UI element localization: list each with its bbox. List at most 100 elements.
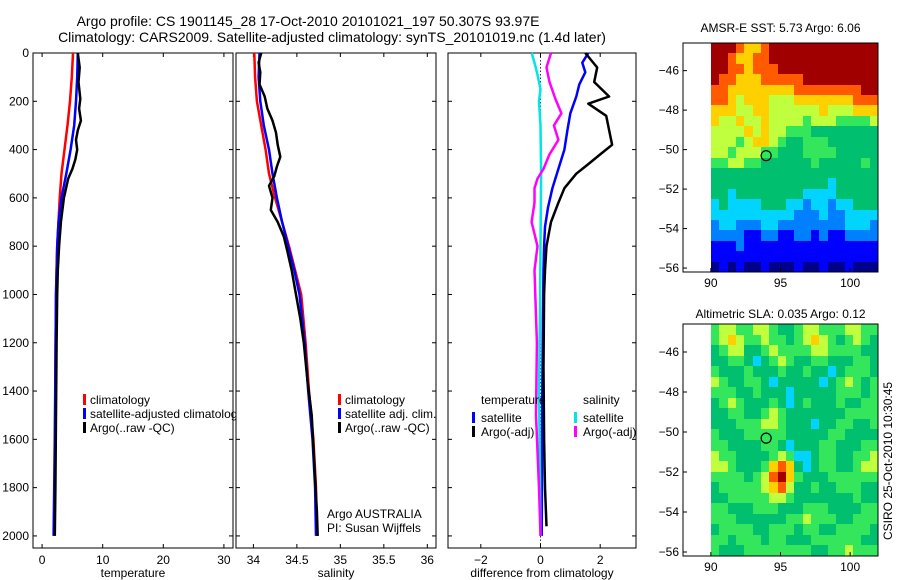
sla-heatmap-cell (861, 471, 870, 483)
sst-heatmap-cell (735, 219, 745, 231)
sla-heatmap-cell (760, 345, 770, 356)
sla-heatmap-cell (802, 366, 812, 377)
sla-heatmap-cell (769, 450, 778, 462)
sla-heatmap-cell (844, 524, 853, 535)
salinity-legend-swatch (338, 408, 341, 419)
salinity-xtick-label: 35.5 (372, 553, 396, 567)
sla-heatmap-cell (811, 366, 820, 377)
sla-heatmap-cell (861, 513, 870, 525)
sst-heatmap-cell (869, 188, 878, 200)
sst-heatmap-cell (861, 261, 870, 272)
sst-heatmap-cell (760, 240, 770, 252)
temperature-legend-label: Argo(..raw -QC) (90, 421, 175, 435)
sst-heatmap-cell (827, 188, 837, 200)
sst-heatmap-cell (819, 53, 828, 64)
sst-heatmap-cell (794, 157, 803, 168)
sst-heatmap-cell (777, 261, 787, 272)
sla-heatmap-cell (844, 471, 853, 483)
sla-heatmap-cell (752, 492, 761, 504)
sla-heatmap-cell (861, 545, 870, 556)
sst-heatmap-cell (836, 157, 845, 168)
sst-heatmap-cell (786, 167, 795, 179)
sla-heatmap-cell (802, 440, 812, 451)
difference-series-salinity-argo-adj- (530, 52, 563, 536)
sst-heatmap-cell (794, 43, 803, 54)
sla-heatmap-cell (794, 355, 803, 367)
sst-heatmap-cell (802, 251, 812, 262)
sla-heatmap-cell (735, 524, 745, 535)
sst-heatmap-cell (769, 251, 778, 262)
sst-heatmap-cell (869, 178, 878, 189)
sst-heatmap-cell (744, 251, 753, 262)
sst-heatmap-cell (852, 63, 862, 75)
sla-heatmap-cell (744, 355, 753, 367)
sla-heatmap-cell (735, 345, 745, 356)
sla-heatmap-cell (710, 366, 720, 377)
sla-lat-label: −56 (659, 545, 680, 559)
sst-heatmap-cell (869, 199, 878, 210)
sla-heatmap-cell (744, 366, 753, 377)
sla-heatmap-cell (786, 324, 795, 335)
sst-heatmap-cell (802, 178, 812, 189)
sst-heatmap-cell (802, 240, 812, 252)
sst-heatmap-cell (760, 251, 770, 262)
sst-heatmap-cell (836, 74, 845, 85)
sla-heatmap-cell (844, 376, 853, 388)
sla-heatmap-cell (769, 503, 778, 514)
sla-heatmap-cell (769, 513, 778, 525)
difference-legend-swatch (574, 412, 577, 423)
sst-heatmap-cell (786, 240, 795, 252)
sla-heatmap-cell (852, 324, 862, 335)
sla-heatmap-cell (786, 376, 795, 388)
sst-heatmap-cell (752, 230, 761, 241)
sla-heatmap-cell (760, 355, 770, 367)
sla-heatmap-cell (769, 334, 778, 346)
sla-heatmap-cell (852, 492, 862, 504)
sst-heatmap-cell (719, 251, 728, 262)
sla-heatmap-cell (710, 482, 720, 493)
sla-heatmap-cell (869, 503, 878, 514)
sst-heatmap-cell (836, 209, 845, 220)
sla-heatmap-cell (744, 534, 753, 546)
figure-title-line1: Argo profile: CS 1901145_28 17-Oct-2010 … (77, 13, 540, 29)
sla-heatmap-cell (719, 366, 728, 377)
sst-lon-label: 95 (774, 276, 788, 290)
sst-heatmap-cell (786, 63, 795, 75)
sla-lat-label: −54 (659, 505, 680, 519)
sla-heatmap-cell (844, 440, 853, 451)
sst-heatmap-cell (735, 251, 745, 262)
sla-heatmap-cell (819, 387, 828, 398)
sst-heatmap-cell (827, 136, 837, 148)
sla-heatmap-cell (760, 492, 770, 504)
sst-heatmap-cell (827, 105, 837, 116)
sst-heatmap-cell (819, 261, 828, 272)
sst-heatmap-cell (777, 178, 787, 189)
sla-heatmap-cell (852, 355, 862, 367)
sst-heatmap-cell (836, 188, 845, 200)
sla-heatmap-cell (844, 366, 853, 377)
sla-heatmap-cell (777, 429, 787, 440)
sst-heatmap-cell (827, 74, 837, 85)
sla-heatmap-cell (869, 492, 878, 504)
sla-heatmap-cell (777, 324, 787, 335)
sst-heatmap-cell (827, 209, 837, 220)
sla-heatmap-cell (744, 513, 753, 525)
sst-heatmap-cell (819, 157, 828, 168)
temperature-legend-swatch (83, 408, 86, 419)
sst-lat-label: −52 (659, 182, 680, 196)
sla-heatmap-cell (719, 334, 728, 346)
sla-heatmap-cell (836, 408, 845, 419)
sst-heatmap-cell (819, 209, 828, 220)
sst-heatmap-cell (836, 240, 845, 252)
sst-heatmap-cell (786, 251, 795, 262)
sst-heatmap-cell (836, 251, 845, 262)
sst-heatmap-cell (760, 199, 770, 210)
sst-heatmap-cell (786, 209, 795, 220)
sla-heatmap-cell (752, 334, 761, 346)
sst-heatmap-cell (760, 178, 770, 189)
sst-heatmap-cell (819, 136, 828, 148)
legend-temperature-title: temperature (481, 393, 546, 407)
sst-heatmap-cell (802, 209, 812, 220)
sst-heatmap-cell (710, 230, 720, 241)
sst-heatmap-cell (719, 74, 728, 85)
